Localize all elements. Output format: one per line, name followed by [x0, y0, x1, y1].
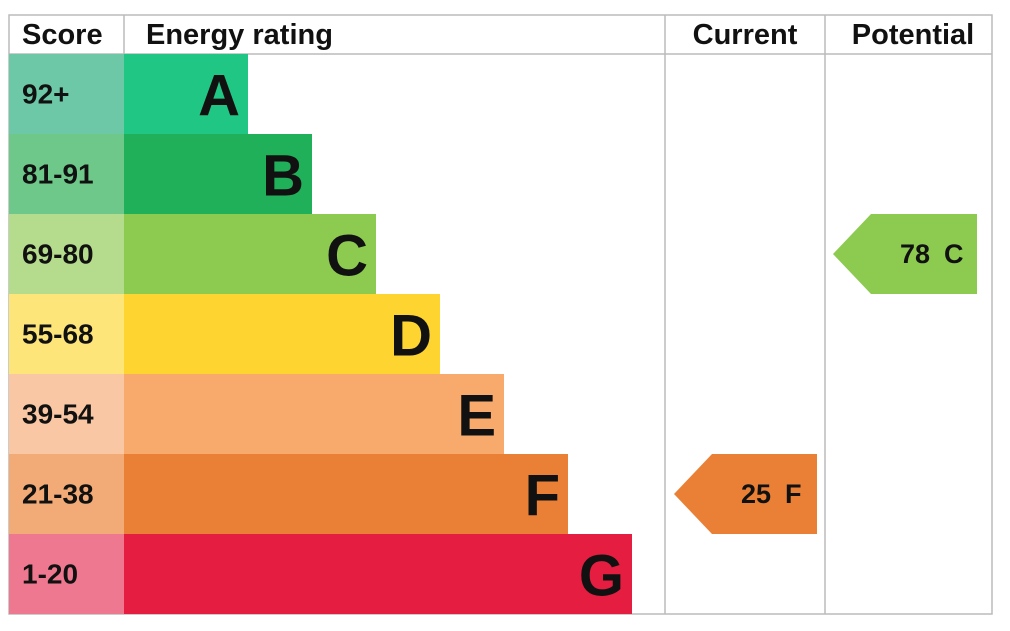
score-label: 69-80 — [22, 239, 94, 270]
rating-letter: F — [525, 464, 560, 529]
current-arrow — [674, 454, 817, 534]
potential-letter: C — [944, 239, 964, 269]
header: Current — [693, 19, 798, 51]
score-cell — [9, 54, 124, 134]
header: Energy rating — [146, 19, 333, 51]
rating-letter: C — [326, 224, 368, 289]
rating-bar — [124, 534, 632, 614]
rating-bar — [124, 134, 312, 214]
score-cell — [9, 134, 124, 214]
score-cell — [9, 294, 124, 374]
rating-letter: G — [579, 544, 624, 609]
potential-value: 78 — [900, 239, 930, 269]
score-label: 21-38 — [22, 479, 94, 510]
rating-letter: E — [457, 384, 496, 449]
current-letter: F — [785, 479, 802, 509]
rating-bar — [124, 374, 504, 454]
current-value: 25 — [741, 479, 771, 509]
potential-arrow — [833, 214, 977, 294]
rating-letter: B — [262, 144, 304, 209]
rating-bar — [124, 54, 248, 134]
rating-bar — [124, 294, 440, 374]
score-cell — [9, 454, 124, 534]
rating-letter: D — [390, 304, 432, 369]
score-cell — [9, 214, 124, 294]
score-label: 55-68 — [22, 319, 94, 350]
score-label: 81-91 — [22, 159, 94, 190]
header: Score — [22, 19, 103, 51]
score-label: 39-54 — [22, 399, 94, 430]
score-cell — [9, 374, 124, 454]
score-label: 92+ — [22, 79, 70, 110]
rating-bar — [124, 454, 568, 534]
rating-bar — [124, 214, 376, 294]
score-cell — [9, 534, 124, 614]
current-label: 25 F — [741, 479, 802, 509]
header: Potential — [852, 19, 974, 51]
potential-label: 78 C — [900, 239, 964, 269]
score-label: 1-20 — [22, 559, 78, 590]
rating-letter: A — [198, 64, 240, 129]
